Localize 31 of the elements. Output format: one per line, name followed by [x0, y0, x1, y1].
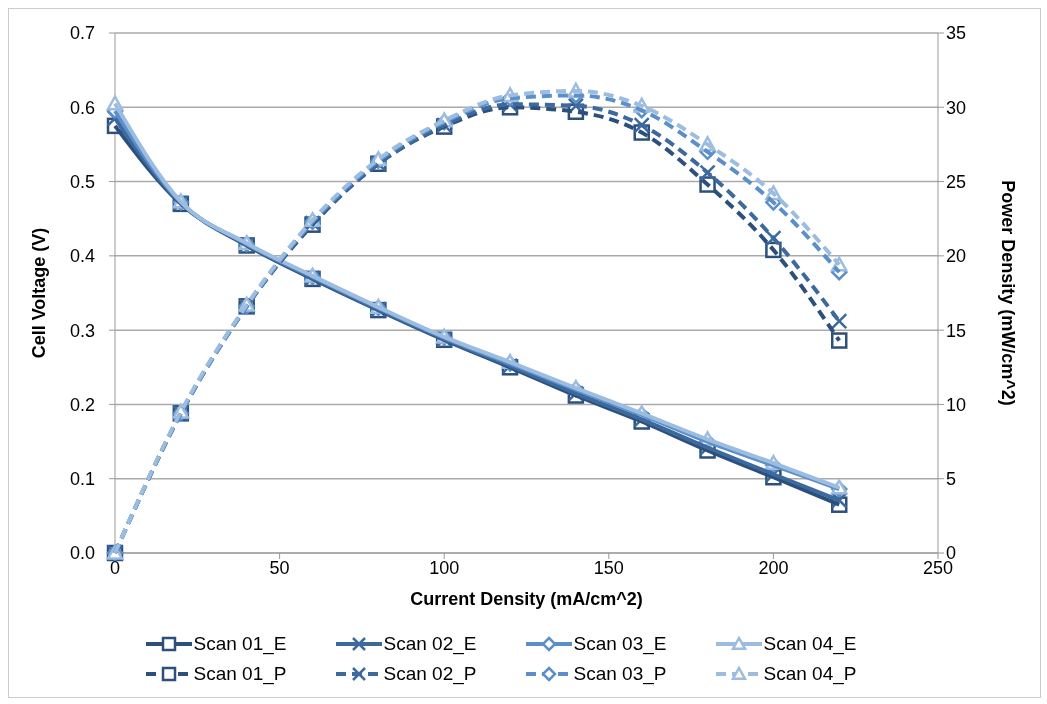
legend-label: Scan 02_P [383, 663, 477, 685]
y-tick-label: 0.5 [69, 171, 95, 192]
y2-tick-label: 30 [946, 97, 967, 118]
y-tick-label: 0.7 [69, 23, 95, 44]
y-tick-label: 0.2 [69, 394, 95, 415]
y2-axis-title: Power Density (mW/cm^2) [997, 180, 1018, 406]
x-tick-label: 50 [269, 557, 290, 578]
y2-tick-label: 35 [946, 23, 967, 44]
y2-tick-label: 10 [946, 394, 967, 415]
y2-tick-label: 15 [946, 320, 967, 341]
legend-label: Scan 04_P [763, 663, 857, 685]
x-tick-label: 200 [758, 557, 789, 578]
y2-tick-label: 20 [946, 246, 967, 267]
y-tick-label: 0.3 [69, 320, 95, 341]
y2-tick-label: 25 [946, 171, 967, 192]
y-tick-label: 0.0 [69, 543, 95, 564]
y-tick-label: 0.1 [69, 469, 95, 490]
x-tick-label: 150 [593, 557, 624, 578]
legend-label: Scan 01_E [193, 633, 287, 655]
legend-label: Scan 03_P [573, 663, 667, 685]
legend-label: Scan 02_E [383, 633, 477, 655]
y-tick-label: 0.6 [69, 97, 95, 118]
y-tick-label: 0.4 [69, 246, 95, 267]
legend-label: Scan 03_E [573, 633, 667, 655]
y-axis-title: Cell Voltage (V) [29, 227, 50, 359]
legend-label: Scan 04_E [763, 633, 857, 655]
legend-label: Scan 01_P [193, 663, 287, 685]
y2-tick-label: 5 [946, 469, 957, 490]
x-axis-title: Current Density (mA/cm^2) [410, 589, 643, 609]
x-tick-label: 100 [429, 557, 460, 578]
x-tick-label: 0 [109, 557, 121, 578]
